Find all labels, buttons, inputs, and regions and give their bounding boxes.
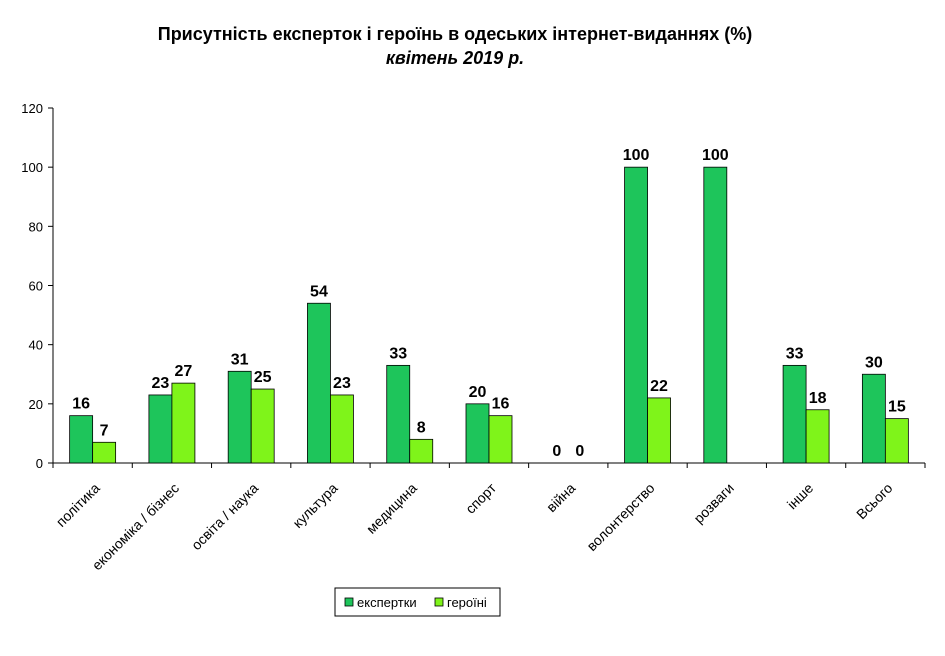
bar-heroines [647, 397, 671, 464]
category-label: медицина [363, 480, 420, 537]
data-label: 15 [888, 399, 906, 416]
category-label: інше [784, 480, 817, 513]
bar-heroines [488, 415, 513, 464]
legend-box [334, 587, 501, 617]
bar-heroines [92, 441, 117, 464]
category-label: спорт [462, 479, 499, 516]
chart-subtitle: квітень 2019 р. [385, 48, 525, 68]
y-tick-label: 20 [29, 397, 43, 412]
data-label: 100 [623, 147, 650, 164]
data-label: 100 [702, 147, 729, 164]
category-label: Всього [853, 480, 896, 523]
bar-experts [703, 166, 728, 464]
data-label: 23 [333, 375, 351, 392]
bar-experts [69, 415, 94, 464]
category-label: війна [543, 480, 578, 515]
data-label: 25 [254, 369, 272, 386]
data-label: 8 [417, 419, 426, 436]
bar-heroines [330, 394, 354, 464]
legend-label: експертки [357, 595, 417, 610]
legend-swatch-heroines [434, 597, 444, 607]
data-label: 20 [469, 384, 487, 401]
data-label: 33 [389, 345, 407, 362]
data-label: 33 [786, 345, 804, 362]
bar-experts [782, 364, 807, 464]
bar-heroines [884, 418, 909, 464]
chart-title: Присутність експерток і героїнь в одеськ… [157, 24, 753, 44]
bar-experts [861, 373, 886, 464]
data-label: 22 [650, 378, 668, 395]
bar-experts [465, 403, 490, 464]
data-label: 0 [575, 443, 584, 460]
y-tick-label: 60 [29, 279, 43, 294]
legend-label: героїні [447, 595, 487, 610]
category-label: економіка / бізнес [89, 480, 182, 573]
data-label: 30 [865, 354, 883, 371]
y-tick-label: 100 [21, 160, 43, 175]
data-label: 31 [231, 351, 249, 368]
data-label: 23 [152, 375, 170, 392]
bar-heroines [805, 409, 830, 464]
category-label: культура [289, 480, 340, 531]
category-label: освіта / наука [188, 480, 261, 553]
y-tick-label: 80 [29, 219, 43, 234]
bar-heroines [409, 438, 434, 464]
bar-experts [386, 364, 411, 464]
bar-heroines [250, 388, 275, 464]
data-label: 16 [492, 396, 510, 413]
category-label: розваги [690, 480, 737, 527]
y-tick-label: 120 [21, 101, 43, 116]
y-tick-label: 0 [36, 456, 43, 471]
category-label: політика [53, 480, 103, 530]
data-label: 0 [552, 443, 561, 460]
legend-swatch-experts [344, 597, 354, 607]
bar-heroines [171, 382, 196, 464]
bar-experts [148, 394, 173, 464]
bar-experts [307, 302, 331, 464]
data-label: 16 [72, 396, 90, 413]
data-label: 54 [310, 283, 328, 300]
bar-experts [227, 370, 252, 464]
y-tick-label: 40 [29, 338, 43, 353]
category-label: волонтерство [583, 480, 657, 554]
data-label: 18 [809, 390, 827, 407]
bar-experts [624, 166, 648, 464]
data-label: 7 [100, 422, 109, 439]
data-label: 27 [175, 363, 193, 380]
